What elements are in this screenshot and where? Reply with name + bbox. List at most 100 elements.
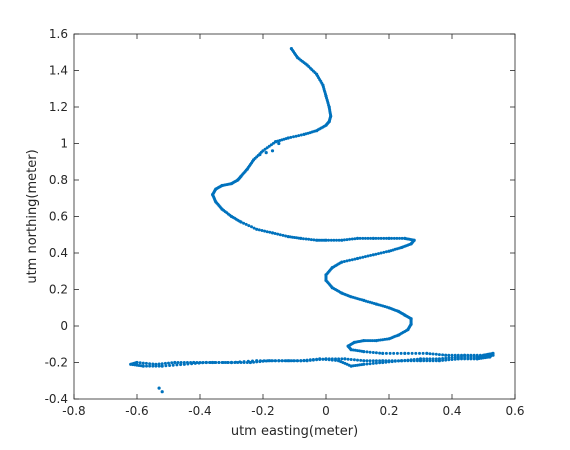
data-point <box>377 252 380 256</box>
data-point <box>274 140 278 144</box>
data-point <box>315 357 319 361</box>
data-point <box>277 359 281 363</box>
data-point <box>366 236 370 240</box>
data-point <box>365 350 369 354</box>
data-point <box>371 361 375 365</box>
data-point <box>486 354 490 358</box>
data-point <box>292 135 295 139</box>
data-point <box>415 357 419 361</box>
data-point <box>363 255 367 259</box>
data-point <box>365 359 369 363</box>
data-point <box>425 351 429 355</box>
data-point <box>368 359 372 363</box>
data-point <box>197 361 201 365</box>
data-point <box>334 358 337 362</box>
data-point <box>355 236 360 240</box>
data-point <box>324 358 328 361</box>
data-point <box>478 355 482 359</box>
data-point <box>308 358 312 362</box>
data-point <box>163 361 167 365</box>
data-point <box>371 359 375 363</box>
data-point <box>345 259 349 263</box>
data-point <box>186 362 190 366</box>
data-point <box>379 236 383 240</box>
data-point <box>138 361 142 365</box>
data-point <box>281 233 285 237</box>
data-point <box>382 250 386 254</box>
data-point <box>238 360 242 364</box>
data-point <box>312 238 316 242</box>
data-point <box>280 359 284 363</box>
data-point <box>366 339 370 343</box>
data-point <box>491 353 495 357</box>
data-point <box>447 356 451 360</box>
y-axis: -0.4 -0.2 0 0.2 0.4 0.6 0.8 1 1.2 1.4 1.6 <box>45 27 515 406</box>
data-point <box>374 359 378 363</box>
data-point <box>345 238 349 242</box>
data-point <box>381 351 385 355</box>
data-point <box>342 238 346 242</box>
x-tick-label: 0.4 <box>442 404 461 418</box>
data-point <box>265 146 269 150</box>
data-point <box>447 353 451 357</box>
data-point <box>346 357 350 361</box>
data-point <box>412 358 416 361</box>
data-point <box>284 234 288 238</box>
data-point <box>450 356 454 360</box>
data-point <box>352 358 356 362</box>
data-point <box>201 361 205 365</box>
data-point <box>164 364 168 368</box>
data-point <box>302 132 306 136</box>
data-point <box>242 221 246 225</box>
data-point <box>209 361 212 364</box>
data-point <box>371 253 375 257</box>
data-point <box>353 257 357 261</box>
data-point <box>403 351 407 355</box>
x-tick-label: 0 <box>322 404 330 418</box>
data-point <box>362 350 366 354</box>
data-point <box>267 144 271 148</box>
data-point <box>359 358 363 362</box>
data-point <box>393 359 397 363</box>
data-point <box>264 151 268 155</box>
data-point <box>342 260 346 263</box>
data-point <box>409 358 413 362</box>
data-point <box>311 358 315 361</box>
data-point <box>229 360 234 365</box>
data-point <box>175 363 179 367</box>
data-point <box>377 236 380 240</box>
data-point <box>387 236 391 240</box>
data-point <box>263 229 267 233</box>
data-point <box>318 357 322 361</box>
data-point <box>463 355 467 359</box>
data-point <box>157 386 161 390</box>
y-tick-label: 1.6 <box>49 27 68 41</box>
data-point <box>378 351 382 355</box>
data-point <box>366 254 370 258</box>
data-point <box>277 141 281 146</box>
y-tick-label: 0.2 <box>49 283 68 297</box>
data-point <box>288 359 292 363</box>
data-point <box>387 249 391 253</box>
data-point <box>395 351 399 355</box>
data-point <box>379 251 383 255</box>
data-point <box>225 361 229 364</box>
data-point <box>374 361 378 365</box>
data-point <box>460 355 463 359</box>
data-point <box>475 355 479 359</box>
x-tick-label: 0.6 <box>505 404 524 418</box>
data-point <box>414 351 418 355</box>
data-point <box>239 220 243 224</box>
data-point <box>350 258 354 262</box>
data-point <box>269 359 273 363</box>
data-point <box>387 360 391 364</box>
data-point <box>472 355 476 359</box>
data-point <box>444 356 448 360</box>
data-point <box>234 360 238 364</box>
y-tick-label: 1 <box>60 137 68 151</box>
data-point <box>141 361 145 365</box>
data-point <box>297 134 301 138</box>
data-point <box>327 358 331 362</box>
data-point <box>466 355 470 359</box>
